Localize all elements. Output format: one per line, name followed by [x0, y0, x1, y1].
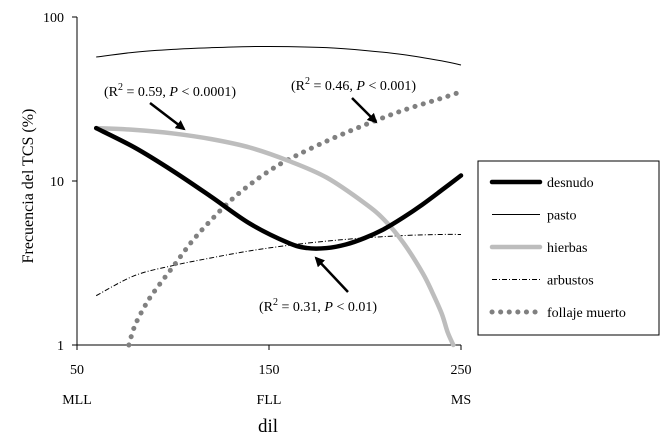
- annotation-2-label: (R2 = 0.46, P < 0.001): [291, 76, 416, 94]
- series-line-follaje-muerto: [126, 89, 464, 348]
- x-tick-label: 150: [259, 363, 280, 378]
- legend-label: hierbas: [547, 241, 587, 256]
- series-line-pasto: [96, 45, 462, 66]
- ticks-layer: 1 10 100 50 MLL 150 FLL 250 MS: [43, 11, 472, 408]
- legend-label: pasto: [547, 209, 577, 224]
- annotation-2: (R2 = 0.46, P < 0.001): [291, 76, 416, 124]
- x-axis-title: dil: [258, 416, 278, 437]
- annotation-1-r2: 0.59: [138, 85, 163, 100]
- annotation-3-r2: 0.31: [293, 300, 318, 315]
- legend-label: follaje muerto: [547, 306, 626, 321]
- annotation-3: (R2 = 0.31, P < 0.01): [259, 256, 377, 315]
- legend-label: arbustos: [547, 274, 594, 289]
- y-axis-title: Frecuencia del TCS (%): [20, 109, 37, 264]
- x-tick-label: 250: [451, 363, 472, 378]
- annotation-1-label: (R2 = 0.59, P < 0.0001): [104, 82, 236, 100]
- series-line-arbustos: [95, 233, 462, 297]
- series-line-hierbas: [93, 125, 456, 348]
- annotation-2-arrow: [351, 97, 378, 124]
- annotation-1: (R2 = 0.59, P < 0.0001): [104, 82, 236, 131]
- annotation-2-r2: 0.46: [325, 79, 350, 94]
- legend: desnudo pasto hierbas arbustos follaje muert…: [489, 176, 626, 321]
- x-tick-sublabel: FLL: [257, 393, 282, 408]
- y-tick-label: 100: [43, 11, 64, 26]
- annotation-2-p: < 0.001: [368, 79, 411, 94]
- x-tick-sublabel: MLL: [62, 393, 92, 408]
- series-line-desnudo: [93, 125, 464, 251]
- legend-label: desnudo: [547, 176, 594, 191]
- x-tick-label: 50: [70, 363, 84, 378]
- annotation-1-arrow: [149, 102, 186, 131]
- x-tick-sublabel: MS: [451, 393, 471, 408]
- annotation-3-label: (R2 = 0.31, P < 0.01): [259, 297, 377, 315]
- annotation-1-p: < 0.0001: [181, 85, 231, 100]
- y-tick-label: 1: [57, 339, 64, 354]
- y-tick-label: 10: [50, 175, 64, 190]
- annotation-3-p: < 0.01: [336, 300, 372, 315]
- series-layer: [93, 45, 464, 348]
- annotation-3-arrow: [314, 256, 349, 293]
